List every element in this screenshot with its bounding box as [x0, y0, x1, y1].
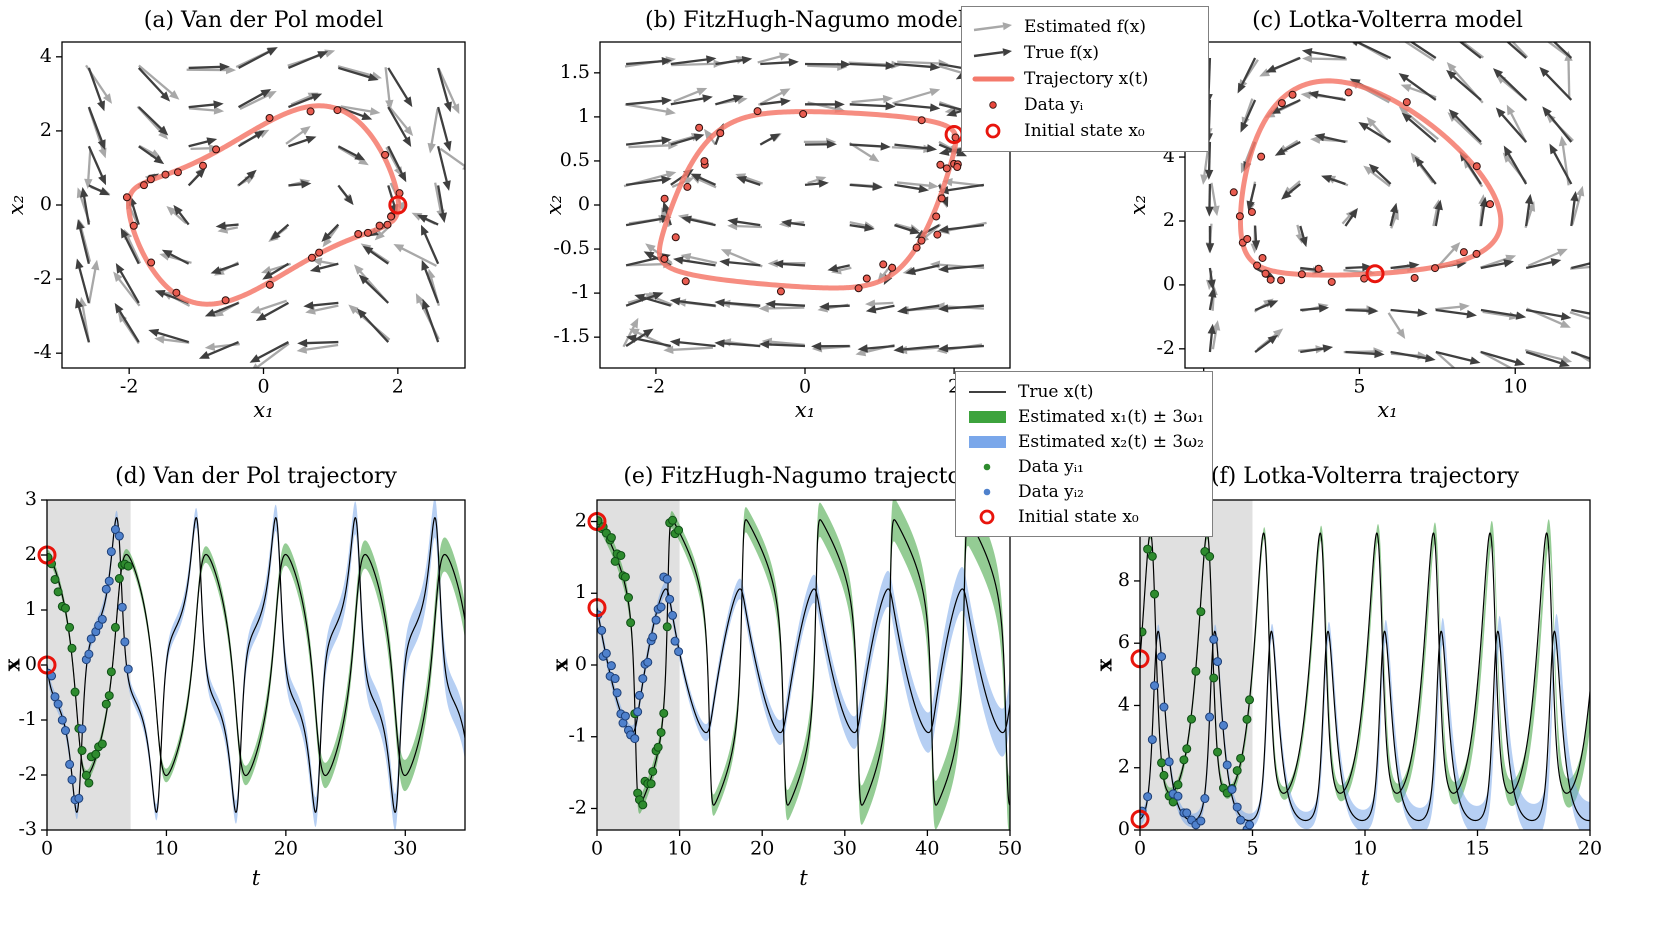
legend-row-data-y1: Data yᵢ₁ — [966, 454, 1202, 479]
legend-row-trajectory: Trajectory x(t) — [972, 66, 1198, 92]
subplot-b-xlabel: x₁ — [794, 398, 816, 422]
subplot-a-xlabel: x₁ — [253, 398, 274, 422]
legend-label: Estimated x₁(t) ± 3ω₁ — [1018, 406, 1204, 427]
subplot-f-xlabel: t — [1360, 866, 1370, 890]
legend-label: Trajectory x(t) — [1024, 69, 1149, 89]
data-y2-icon — [966, 483, 1010, 501]
subplot-d-xlabel: t — [251, 866, 261, 890]
subplot-b-ylabel: x₂ — [542, 194, 566, 216]
true-line-icon — [966, 383, 1010, 401]
subplot-f-title: (f) Lotka-Volterra trajectory — [1210, 464, 1520, 489]
legend-row-data: Data yᵢ — [972, 92, 1198, 118]
subplot-e-xlabel: t — [799, 866, 808, 890]
legend-label: Initial state x₀ — [1018, 506, 1139, 527]
legend-label: True x(t) — [1018, 381, 1094, 402]
trajectory-legend: True x(t) Estimated x₁(t) ± 3ω₁ Estimate… — [955, 371, 1213, 537]
band-x1-icon — [966, 408, 1010, 426]
vector-field-legend: Estimated f(x) True f(x) Trajectory x(t)… — [961, 6, 1209, 152]
subplot-c-title: (c) Lotka-Volterra model — [1252, 8, 1523, 33]
estimated-arrow-icon — [972, 18, 1016, 36]
legend-row-initial-state: Initial state x₀ — [972, 118, 1198, 144]
band-x2-icon — [966, 433, 1010, 451]
subplot-a-ylabel: x₂ — [4, 194, 28, 216]
subplot-e-ylabel: x — [547, 658, 573, 672]
legend-row-initial-state: Initial state x₀ — [966, 504, 1202, 529]
legend-label: Estimated f(x) — [1024, 17, 1146, 37]
subplot-f-ylabel: x — [1091, 658, 1117, 672]
subplot-c-xlabel: x₁ — [1377, 398, 1398, 422]
legend-row-true-field: True f(x) — [972, 40, 1198, 66]
subplot-d-title: (d) Van der Pol trajectory — [115, 464, 397, 489]
legend-label: Data yᵢ — [1024, 95, 1084, 115]
subplot-e-title: (e) FitzHugh-Nagumo trajectory — [623, 464, 984, 489]
subplot-d-ylabel: x — [0, 658, 25, 672]
legend-row-band-x2: Estimated x₂(t) ± 3ω₂ — [966, 429, 1204, 454]
legend-row-data-y2: Data yᵢ₂ — [966, 479, 1202, 504]
data-y1-icon — [966, 458, 1010, 476]
legend-label: True f(x) — [1024, 43, 1100, 63]
legend-row-band-x1: Estimated x₁(t) ± 3ω₁ — [966, 404, 1204, 429]
legend-label: Estimated x₂(t) ± 3ω₂ — [1018, 431, 1204, 452]
legend-row-true-x: True x(t) — [966, 379, 1202, 404]
subplot-b-title: (b) FitzHugh-Nagumo model — [645, 8, 965, 33]
subplot-a-title: (a) Van der Pol model — [143, 8, 384, 33]
initial-state-icon — [966, 508, 1010, 526]
subplot-c-ylabel: x₂ — [1126, 194, 1150, 216]
trajectory-line-icon — [972, 70, 1016, 88]
data-point-icon — [972, 96, 1016, 114]
legend-label: Initial state x₀ — [1024, 121, 1145, 141]
legend-label: Data yᵢ₂ — [1018, 481, 1084, 502]
true-arrow-icon — [972, 44, 1016, 62]
initial-state-icon — [972, 122, 1016, 140]
legend-row-estimated-field: Estimated f(x) — [972, 14, 1198, 40]
legend-label: Data yᵢ₁ — [1018, 456, 1084, 477]
